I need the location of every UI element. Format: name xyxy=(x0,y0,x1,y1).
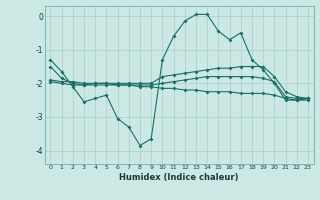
X-axis label: Humidex (Indice chaleur): Humidex (Indice chaleur) xyxy=(119,173,239,182)
